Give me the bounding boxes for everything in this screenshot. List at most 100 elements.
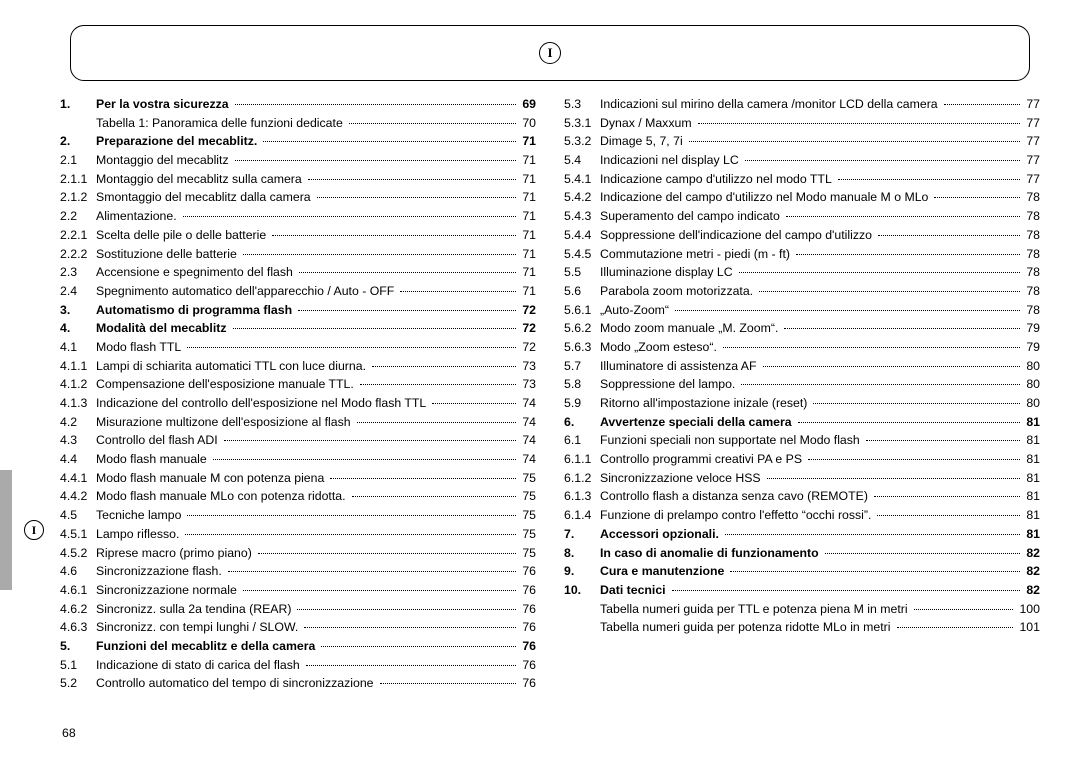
toc-number: 2.3 bbox=[60, 263, 96, 282]
toc-row: 8.In caso di anomalie di funzionamento82 bbox=[564, 544, 1040, 563]
toc-title: Tecniche lampo bbox=[96, 506, 185, 525]
toc-right-column: 5.3Indicazioni sul mirino della camera /… bbox=[564, 95, 1040, 693]
toc-title: Indicazione di stato di carica del flash bbox=[96, 656, 304, 675]
toc-title: Per la vostra sicurezza bbox=[96, 95, 233, 114]
toc-number: 2.4 bbox=[60, 282, 96, 301]
toc-number: 1. bbox=[60, 95, 96, 114]
toc-page: 70 bbox=[518, 114, 536, 133]
toc-page: 71 bbox=[518, 207, 536, 226]
toc-row: 4.2Misurazione multizone dell'esposizion… bbox=[60, 413, 536, 432]
toc-title: Dati tecnici bbox=[600, 581, 670, 600]
toc-title: Modo flash manuale M con potenza piena bbox=[96, 469, 328, 488]
toc-leader-dots bbox=[304, 627, 516, 628]
toc-number: 4.2 bbox=[60, 413, 96, 432]
toc-row: 5.4.2Indicazione del campo d'utilizzo ne… bbox=[564, 188, 1040, 207]
toc-title: Cura e manutenzione bbox=[600, 562, 728, 581]
toc-row: 6.1Funzioni speciali non supportate nel … bbox=[564, 431, 1040, 450]
toc-leader-dots bbox=[233, 328, 517, 329]
toc-number: 6.1 bbox=[564, 431, 600, 450]
toc-row: 4.1.1Lampi di schiarita automatici TTL c… bbox=[60, 357, 536, 376]
toc-page: 79 bbox=[1022, 338, 1040, 357]
toc-title: Indicazioni sul mirino della camera /mon… bbox=[600, 95, 942, 114]
toc-leader-dots bbox=[183, 216, 517, 217]
toc-number: 10. bbox=[564, 581, 600, 600]
toc-page: 75 bbox=[518, 544, 536, 563]
toc-row: 2.1Montaggio del mecablitz71 bbox=[60, 151, 536, 170]
toc-leader-dots bbox=[813, 403, 1020, 404]
toc-row: 5.1Indicazione di stato di carica del fl… bbox=[60, 656, 536, 675]
toc-row: 5.4.3Superamento del campo indicato78 bbox=[564, 207, 1040, 226]
toc-row: 5.7Illuminatore di assistenza AF80 bbox=[564, 357, 1040, 376]
toc-row: 4.6.3Sincronizz. con tempi lunghi / SLOW… bbox=[60, 618, 536, 637]
toc-title: Montaggio del mecablitz sulla camera bbox=[96, 170, 306, 189]
page-container: I I 1.Per la vostra sicurezza69Tabella 1… bbox=[0, 0, 1080, 762]
toc-row: 4.4.2Modo flash manuale MLo con potenza … bbox=[60, 487, 536, 506]
toc-leader-dots bbox=[723, 347, 1020, 348]
toc-page: 76 bbox=[518, 637, 536, 656]
toc-row: 2.2.1Scelta delle pile o delle batterie7… bbox=[60, 226, 536, 245]
toc-leader-dots bbox=[360, 384, 517, 385]
toc-title: Compensazione dell'esposizione manuale T… bbox=[96, 375, 358, 394]
toc-title: Funzione di prelampo contro l'effetto “o… bbox=[600, 506, 875, 525]
toc-leader-dots bbox=[730, 571, 1020, 572]
toc-title: Ritorno all'impostazione inizale (reset) bbox=[600, 394, 811, 413]
toc-title: Tabella numeri guida per potenza ridotte… bbox=[600, 618, 895, 637]
toc-page: 78 bbox=[1022, 207, 1040, 226]
toc-title: Soppressione del lampo. bbox=[600, 375, 739, 394]
toc-number: 5.9 bbox=[564, 394, 600, 413]
toc-page: 101 bbox=[1015, 618, 1040, 637]
toc-title: Funzioni del mecablitz e della camera bbox=[96, 637, 319, 656]
language-symbol-top: I bbox=[547, 45, 552, 61]
toc-leader-dots bbox=[745, 160, 1021, 161]
toc-row: 2.4Spegnimento automatico dell'apparecch… bbox=[60, 282, 536, 301]
toc-number: 5.4.1 bbox=[564, 170, 600, 189]
toc-leader-dots bbox=[914, 609, 1014, 610]
toc-row: 5.4Indicazioni nel display LC77 bbox=[564, 151, 1040, 170]
toc-row: 5.3Indicazioni sul mirino della camera /… bbox=[564, 95, 1040, 114]
toc-row: 6.1.2Sincronizzazione veloce HSS81 bbox=[564, 469, 1040, 488]
toc-number: 5.6 bbox=[564, 282, 600, 301]
toc-page: 71 bbox=[518, 226, 536, 245]
toc-row: 6.Avvertenze speciali della camera81 bbox=[564, 413, 1040, 432]
toc-number: 4.6.1 bbox=[60, 581, 96, 600]
toc-leader-dots bbox=[357, 422, 517, 423]
toc-page: 81 bbox=[1022, 431, 1040, 450]
toc-page: 74 bbox=[518, 413, 536, 432]
toc-page: 79 bbox=[1022, 319, 1040, 338]
toc-leader-dots bbox=[934, 197, 1020, 198]
toc-title: Modalità del mecablitz bbox=[96, 319, 231, 338]
toc-number: 5.1 bbox=[60, 656, 96, 675]
toc-page: 72 bbox=[518, 301, 536, 320]
toc-leader-dots bbox=[432, 403, 516, 404]
toc-page: 77 bbox=[1022, 132, 1040, 151]
toc-number: 2.1.1 bbox=[60, 170, 96, 189]
toc-leader-dots bbox=[243, 254, 516, 255]
toc-title: Dynax / Maxxum bbox=[600, 114, 696, 133]
toc-number: 4.4.1 bbox=[60, 469, 96, 488]
toc-row: 5.2Controllo automatico del tempo di sin… bbox=[60, 674, 536, 693]
toc-title: Sincronizz. sulla 2a tendina (REAR) bbox=[96, 600, 295, 619]
toc-number: 5.7 bbox=[564, 357, 600, 376]
toc-leader-dots bbox=[866, 440, 1021, 441]
toc-title: Controllo automatico del tempo di sincro… bbox=[96, 674, 378, 693]
toc-leader-dots bbox=[235, 104, 517, 105]
toc-leader-dots bbox=[228, 571, 517, 572]
toc-number: 2.2.1 bbox=[60, 226, 96, 245]
toc-leader-dots bbox=[739, 272, 1021, 273]
toc-page: 77 bbox=[1022, 151, 1040, 170]
toc-row: 5.3.2Dimage 5, 7, 7i77 bbox=[564, 132, 1040, 151]
toc-title: Modo flash manuale MLo con potenza ridot… bbox=[96, 487, 350, 506]
toc-number: 2.2.2 bbox=[60, 245, 96, 264]
side-language-indicator: I bbox=[24, 520, 44, 540]
toc-title: Avvertenze speciali della camera bbox=[600, 413, 796, 432]
toc-row: 5.4.1Indicazione campo d'utilizzo nel mo… bbox=[564, 170, 1040, 189]
toc-leader-dots bbox=[352, 496, 517, 497]
toc-page: 75 bbox=[518, 487, 536, 506]
toc-page: 78 bbox=[1022, 188, 1040, 207]
page-number: 68 bbox=[62, 726, 76, 740]
toc-row: 10.Dati tecnici82 bbox=[564, 581, 1040, 600]
toc-row: Tabella numeri guida per TTL e potenza p… bbox=[564, 600, 1040, 619]
toc-row: 1.Per la vostra sicurezza69 bbox=[60, 95, 536, 114]
toc-number: 4.1 bbox=[60, 338, 96, 357]
toc-title: Sostituzione delle batterie bbox=[96, 245, 241, 264]
